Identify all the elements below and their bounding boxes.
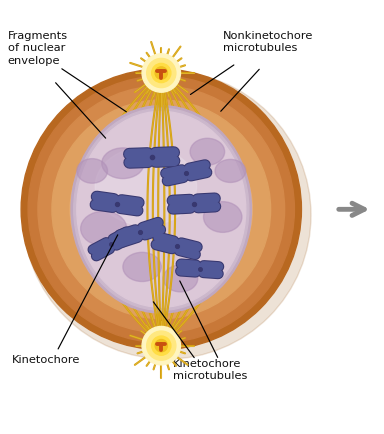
Ellipse shape — [95, 147, 197, 225]
Circle shape — [147, 59, 176, 88]
Ellipse shape — [204, 202, 242, 232]
Ellipse shape — [102, 148, 144, 179]
Circle shape — [21, 69, 301, 349]
Circle shape — [152, 63, 171, 82]
Circle shape — [152, 336, 171, 355]
Circle shape — [38, 86, 285, 332]
Circle shape — [91, 139, 231, 279]
Ellipse shape — [215, 159, 246, 182]
Ellipse shape — [77, 159, 108, 183]
Circle shape — [28, 76, 295, 342]
Ellipse shape — [163, 265, 198, 292]
Text: Fragments
of nuclear
envelope: Fragments of nuclear envelope — [8, 31, 68, 66]
Circle shape — [52, 100, 271, 319]
Ellipse shape — [190, 138, 225, 165]
Circle shape — [155, 67, 167, 79]
Circle shape — [147, 331, 176, 360]
Ellipse shape — [77, 112, 246, 307]
Circle shape — [142, 54, 180, 92]
Ellipse shape — [74, 108, 249, 310]
Ellipse shape — [81, 211, 127, 246]
Circle shape — [155, 339, 167, 352]
Text: Kinetochore
microtubules: Kinetochore microtubules — [173, 359, 247, 381]
Text: Kinetochore: Kinetochore — [12, 355, 80, 365]
Circle shape — [23, 71, 311, 359]
Text: Nonkinetochore
microtubules: Nonkinetochore microtubules — [223, 31, 313, 53]
Circle shape — [70, 118, 252, 300]
Ellipse shape — [123, 252, 161, 282]
Ellipse shape — [71, 105, 252, 313]
Circle shape — [142, 326, 180, 365]
